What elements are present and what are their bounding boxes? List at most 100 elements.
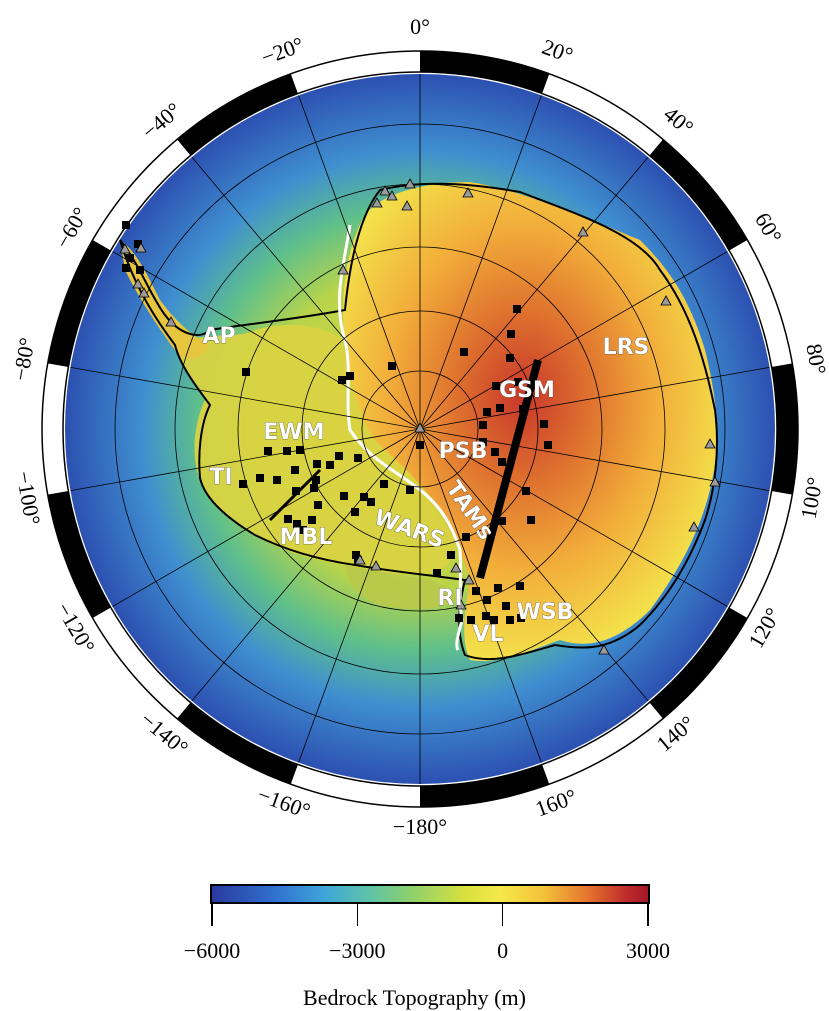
region-label-psb: PSB: [439, 439, 488, 464]
region-label-mbl: MBL: [280, 525, 333, 550]
frame-segment: [649, 607, 748, 719]
meridian-line: [419, 93, 543, 430]
ross-ice-shelf: [345, 565, 460, 610]
station-triangle-icon: [598, 644, 610, 655]
station-square-icon: [242, 368, 250, 376]
meridian-line: [110, 428, 421, 608]
meridian-line: [419, 155, 650, 430]
station-square-icon: [506, 354, 514, 362]
frame-segment: [420, 51, 550, 94]
station-triangle-icon: [463, 574, 475, 585]
station-square-icon: [479, 438, 487, 446]
station-square-icon: [498, 517, 506, 525]
station-square-icon: [472, 587, 480, 595]
region-label-vl: VL: [472, 622, 503, 647]
station-square-icon: [496, 404, 504, 412]
region-label-wsb: WSB: [517, 600, 574, 625]
station-square-icon: [516, 582, 524, 590]
station-triangle-icon: [660, 295, 672, 306]
station-square-icon: [494, 584, 502, 592]
station-square-icon: [126, 254, 134, 262]
station-square-icon: [291, 466, 299, 474]
station-triangle-icon: [135, 242, 147, 253]
station-square-icon: [388, 362, 396, 370]
meridian-line: [297, 93, 421, 430]
station-square-icon: [292, 487, 300, 495]
meridian-line: [419, 428, 650, 703]
station-square-icon: [296, 446, 304, 454]
station-square-icon: [460, 348, 468, 356]
region-label-lrs: LRS: [603, 335, 650, 360]
meridian-line: [419, 366, 772, 430]
station-square-icon: [326, 461, 334, 469]
station-square-icon: [447, 551, 455, 559]
east-antarctica: [343, 182, 717, 661]
meridian-line: [110, 250, 421, 430]
station-square-icon: [293, 520, 301, 528]
station-square-icon: [527, 516, 535, 524]
frame-segment: [47, 240, 111, 368]
station-square-icon: [136, 266, 144, 274]
parallel-circle: [114, 123, 726, 735]
colorbar-tick-label: −3000: [329, 938, 386, 963]
graticule: [68, 74, 772, 784]
colorbar: [210, 884, 650, 904]
colorbar-tick: [501, 904, 504, 926]
west-antarctica: [175, 324, 456, 575]
frame-segment: [47, 490, 111, 618]
station-triangle-icon: [462, 187, 474, 198]
station-triangle-icon: [414, 422, 426, 433]
meridian-line: [297, 428, 421, 765]
meridian-line: [68, 366, 421, 430]
station-triangle-icon: [354, 554, 366, 565]
station-triangle-icon: [404, 178, 416, 189]
longitude-label: 40°: [659, 101, 699, 140]
meridian-line: [419, 428, 543, 765]
longitude-label: −80°: [8, 336, 40, 383]
colorbar-tick-label: 3000: [626, 938, 670, 963]
station-square-icon: [122, 221, 130, 229]
station-triangle-icon: [119, 243, 131, 254]
station-square-icon: [340, 492, 348, 500]
station-triangle-icon: [165, 316, 177, 327]
meridian-line: [190, 155, 421, 430]
station-square-icon: [360, 493, 368, 501]
station-square-icon: [283, 447, 291, 455]
station-triangle-icon: [450, 562, 462, 573]
station-triangle-icon: [337, 264, 349, 275]
region-label-ewm: EWM: [263, 420, 324, 445]
station-square-icon: [351, 508, 359, 516]
colorbar-tick-label: −6000: [183, 938, 241, 963]
longitude-label: 100°: [796, 475, 828, 521]
station-square-icon: [540, 420, 548, 428]
region-label-gsm: GSM: [499, 378, 555, 403]
stations: [119, 178, 721, 655]
colorbar-tick: [356, 904, 359, 926]
station-square-icon: [479, 421, 487, 429]
station-square-icon: [492, 382, 500, 390]
station-square-icon: [134, 240, 142, 248]
station-square-icon: [416, 441, 424, 449]
station-square-icon: [513, 305, 521, 313]
longitude-label: 80°: [801, 342, 829, 377]
frame-segment: [420, 764, 550, 807]
colorbar-tick: [647, 904, 649, 926]
meridian-line: [419, 428, 730, 608]
meridian-line: [190, 428, 421, 703]
region-label-ap: AP: [202, 324, 235, 349]
station-square-icon: [517, 614, 525, 622]
longitude-label: −100°: [11, 469, 45, 527]
station-square-icon: [522, 487, 530, 495]
longitude-label: −60°: [50, 203, 93, 253]
station-square-icon: [239, 480, 247, 488]
frame-segment: [177, 702, 298, 785]
tams-station-line: [476, 358, 542, 580]
parallel-circle: [174, 183, 666, 675]
station-square-icon: [490, 616, 498, 624]
longitude-label: −40°: [137, 97, 186, 144]
station-square-icon: [314, 501, 322, 509]
parallel-circle: [361, 370, 479, 488]
parallel-circle: [301, 310, 539, 548]
station-square-icon: [491, 448, 499, 456]
station-square-icon: [455, 614, 463, 622]
